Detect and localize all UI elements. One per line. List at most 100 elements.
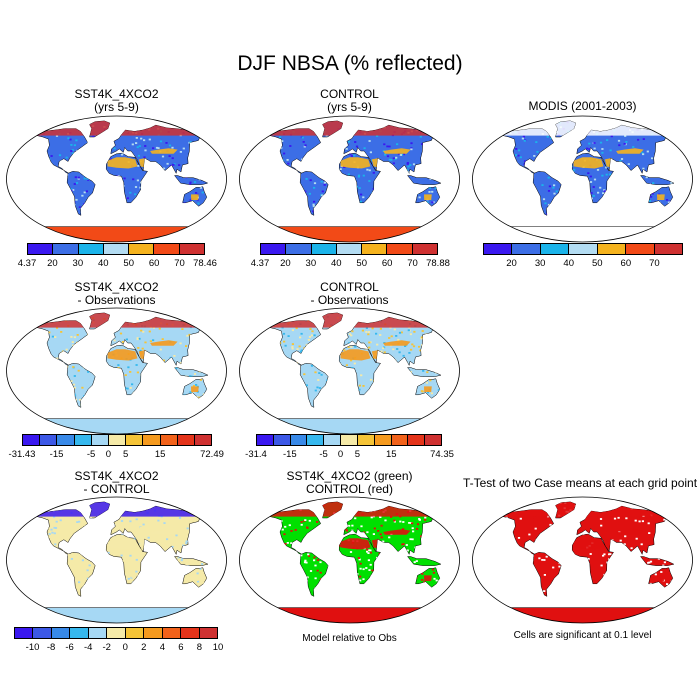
colorbar-swatch [74,435,92,445]
colorbar-tick-label: 50 [356,258,367,269]
colorbar-swatch [484,244,513,254]
colorbar-labels-sst4k-minus-obs: -31.43 -15 -5 0 5 15 72.49 [9,449,224,461]
colorbar-tick-label: 72.49 [200,449,224,460]
colorbar-sst4k-minus-obs [22,434,212,446]
colorbar-labels-sst4k: 4.37 20 30 40 50 60 70 78.46 [18,258,217,270]
panel-title-control-minus-obs: CONTROL - Observations [237,281,462,307]
continent-samerica [66,171,96,216]
colorbar-swatch [179,244,204,254]
colorbar-tick-label: 6 [178,642,184,653]
panel-title-sst4k-minus-control: SST4K_4XCO2 - CONTROL [4,470,229,496]
colorbar-sst4k-minus-control [14,627,218,639]
continent-samerica [66,552,96,597]
colorbar-swatch [387,244,413,254]
colorbar-swatch [107,628,126,638]
continent-namerica [269,509,322,555]
colorbar-swatch [597,244,627,254]
colorbar-tick-label: 50 [123,258,134,269]
panel-title-line: CONTROL (red) [306,482,393,496]
colorbar-labels-modis: 20 30 40 50 60 70 [483,258,683,270]
colorbar-tick-label: 20 [506,258,517,269]
colorbar-swatch [143,435,161,445]
colorbar-swatch [311,244,337,254]
panel-title-line: MODIS (2001-2003) [528,99,637,113]
colorbar-swatch [425,435,441,445]
colorbar-swatch [51,628,71,638]
colorbar-labels-control: 4.37 20 30 40 50 60 70 78.88 [251,258,450,270]
colorbar-tick-label: 4.37 [250,258,270,269]
colorbar-labels-control-minus-obs: -31.4 -15 -5 0 5 15 74.35 [245,449,454,461]
colorbar-swatch [162,628,182,638]
panel-title-line: SST4K_4XCO2 (green) [286,469,413,483]
colorbar-swatch [626,244,655,254]
colorbar-swatch [261,244,287,254]
continent-seasia [406,367,442,377]
colorbar-tick-label: 0 [337,449,344,460]
map-sst4k-4xco2 [6,115,227,243]
panel-title-line: T-Test of two Case means at each grid po… [462,476,698,490]
colorbar-tick-label: 5 [122,449,129,460]
panel-title-ttest: T-Test of two Case means at each grid po… [462,477,698,490]
map-border [472,496,693,624]
colorbar-control-minus-obs [256,434,442,446]
colorbar-swatch [70,628,89,638]
colorbar-swatch [144,628,163,638]
colorbar-swatch [181,628,200,638]
colorbar-sst4k [27,243,205,255]
colorbar-swatch [194,435,212,445]
colorbar-swatch [569,244,598,254]
colorbar-tick-label: 0 [122,642,128,653]
colorbar-tick-label: 20 [47,258,58,269]
colorbar-tick-label: 60 [381,258,393,269]
colorbar-swatch [125,628,145,638]
map-border [6,496,227,624]
colorbar-tick-label: -31.43 [8,449,36,460]
map-control [239,115,460,243]
colorbar-swatch [33,628,52,638]
colorbar-swatch [391,435,409,445]
colorbar-tick-label: -2 [102,642,111,653]
colorbar-swatch [91,435,109,445]
colorbar-swatch [286,244,312,254]
colorbar-swatch [23,435,41,445]
colorbar-tick-label: 15 [385,449,397,460]
panel-title-line: (yrs 5-9) [94,100,139,114]
colorbar-swatch [88,628,108,638]
colorbar-tick-label: 40 [563,258,574,269]
colorbar-swatch [177,435,195,445]
colorbar-swatch [336,244,363,254]
colorbar-labels-sst4k-minus-control: -10 -8 -6 -4 -2 0 2 4 6 8 10 [14,642,224,654]
colorbar-swatch [374,435,392,445]
colorbar-tick-label: -15 [49,449,64,460]
colorbar-swatch [53,244,79,254]
panel-title-line: CONTROL [320,280,379,294]
colorbar-swatch [307,435,325,445]
map-modis [472,115,693,243]
note-significance: Cells are significant at 0.1 level [513,630,652,641]
map-green-red [239,496,460,624]
note-model-relative-to-obs: Model relative to Obs [302,633,397,644]
colorbar-tick-label: 4.37 [17,258,37,269]
colorbar-tick-label: 2 [141,642,147,653]
map-control-minus-obs [239,307,460,435]
continent-samerica [532,171,562,216]
colorbar-tick-label: 60 [620,258,632,269]
map-border [239,115,460,243]
colorbar-tick-label: 20 [280,258,291,269]
map-sst4k-minus-obs [6,307,227,435]
colorbar-tick-label: -10 [25,642,40,653]
colorbar-swatch [257,435,274,445]
continent-samerica [66,363,96,408]
map-border [472,115,693,243]
colorbar-tick-label: 15 [154,449,166,460]
colorbar-tick-label: 50 [591,258,603,269]
panel-title-line: CONTROL [320,87,379,101]
colorbar-swatch [341,435,358,445]
colorbar-tick-label: 74.35 [430,449,454,460]
colorbar-tick-label: 30 [72,258,84,269]
colorbar-swatch [78,244,104,254]
colorbar-swatch [199,628,217,638]
continent-namerica [269,320,322,366]
colorbar-tick-label: 70 [174,258,185,269]
colorbar-tick-label: 8 [196,642,203,653]
